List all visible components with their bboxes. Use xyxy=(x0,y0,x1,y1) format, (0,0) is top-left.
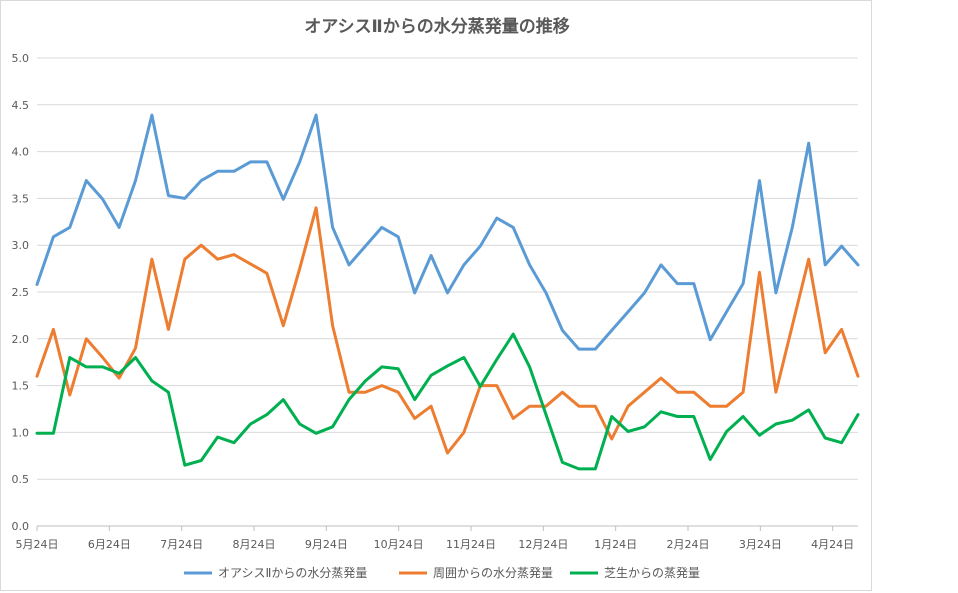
x-tick-label: 9月24日 xyxy=(305,538,348,551)
x-tick-label: 11月24日 xyxy=(446,538,496,551)
x-tick-label: 1月24日 xyxy=(594,538,637,551)
x-tick-label: 4月24日 xyxy=(811,538,854,551)
y-tick-label: 3.5 xyxy=(12,192,30,205)
y-axis-tick-labels: 0.0 0.5 1.0 1.5 2.0 2.5 3.0 3.5 4.0 4.5 5.0 xyxy=(12,52,30,533)
y-tick-label: 4.5 xyxy=(12,99,30,112)
y-tick-label: 1.5 xyxy=(12,380,30,393)
x-tick-label: 8月24日 xyxy=(233,538,276,551)
series-line-3 xyxy=(35,332,860,471)
x-tick-label: 12月24日 xyxy=(518,538,568,551)
x-tick-label: 3月24日 xyxy=(739,538,782,551)
x-tick-label: 2月24日 xyxy=(667,538,710,551)
x-axis-tick-labels: 5月24日 6月24日 7月24日 8月24日 9月24日 10月24日 11月24日 12月… xyxy=(16,538,855,551)
y-tick-label: 0.0 xyxy=(12,520,30,533)
axes xyxy=(36,525,858,531)
y-tick-label: 2.5 xyxy=(12,286,30,299)
series-line-1 xyxy=(35,113,860,351)
y-tick-label: 2.0 xyxy=(12,333,30,346)
y-tick-label: 1.0 xyxy=(12,426,30,439)
legend-entry: 芝生からの蒸発量 xyxy=(604,565,700,580)
y-tick-label: 3.0 xyxy=(12,239,30,252)
x-tick-label: 5月24日 xyxy=(16,538,59,551)
chart-frame: オアシスⅡからの水分蒸発量の推移 0.0 0.5 1.0 1.5 2.0 2.5 3.0 3.… xyxy=(0,0,872,591)
y-tick-label: 5.0 xyxy=(12,52,30,65)
x-tick-label: 6月24日 xyxy=(88,538,131,551)
x-tick-label: 10月24日 xyxy=(374,538,424,551)
y-tick-label: 4.0 xyxy=(12,146,30,159)
legend: オアシスⅡからの水分蒸発量 周囲からの水分蒸発量 芝生からの蒸発量 xyxy=(184,565,700,580)
series-lines xyxy=(35,113,860,471)
grid-lines xyxy=(37,57,858,480)
chart-title: オアシスⅡからの水分蒸発量の推移 xyxy=(304,16,570,37)
y-tick-label: 0.5 xyxy=(12,473,30,486)
x-tick-label: 7月24日 xyxy=(160,538,203,551)
series-line-2 xyxy=(35,206,860,455)
legend-entry: オアシスⅡからの水分蒸発量 xyxy=(218,566,367,580)
line-chart: オアシスⅡからの水分蒸発量の推移 0.0 0.5 1.0 1.5 2.0 2.5 3.0 3.… xyxy=(12,16,860,580)
legend-entry: 周囲からの水分蒸発量 xyxy=(433,566,553,580)
